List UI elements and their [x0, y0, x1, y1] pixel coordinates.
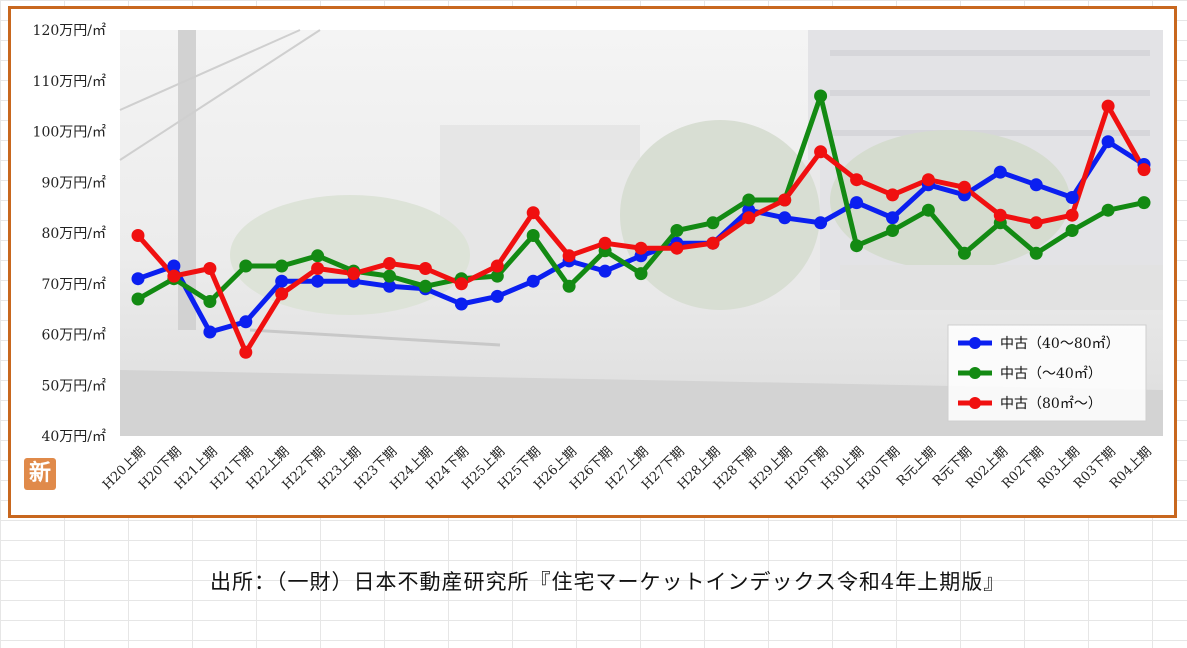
data-point: [311, 262, 325, 275]
data-point: [239, 345, 253, 359]
data-point: [1029, 246, 1043, 260]
x-axis: H20上期H20下期H21上期H21下期H22上期H22下期H23上期H23下期…: [100, 444, 1155, 493]
data-point: [886, 211, 899, 225]
data-point: [1101, 135, 1115, 149]
data-point: [634, 267, 648, 281]
series-layer: [131, 89, 1151, 359]
data-point: [1137, 196, 1151, 210]
data-point: [850, 196, 864, 210]
legend-label: 中古（40～80㎡）: [1000, 336, 1120, 352]
data-point: [778, 211, 792, 225]
data-point: [921, 173, 935, 187]
data-point: [1065, 208, 1079, 222]
legend-marker: [969, 367, 981, 379]
data-point: [383, 269, 396, 283]
data-point: [275, 287, 289, 301]
data-point: [526, 229, 540, 242]
data-point: [526, 206, 540, 220]
data-point: [490, 269, 504, 283]
data-point: [670, 224, 684, 237]
y-tick-label: 60万円/㎡: [41, 328, 106, 344]
legend-marker: [969, 397, 981, 409]
legend-label: 中古（80㎡～）: [1000, 396, 1102, 412]
new-badge-icon: 新: [24, 458, 56, 490]
data-point: [383, 279, 396, 293]
data-point: [454, 277, 468, 291]
data-point: [526, 274, 540, 288]
data-point: [1137, 163, 1151, 177]
data-point: [850, 173, 864, 187]
data-point: [670, 241, 684, 255]
data-point: [814, 145, 828, 159]
data-point: [706, 216, 720, 230]
data-point: [418, 262, 432, 275]
data-point: [131, 272, 145, 286]
data-point: [634, 241, 648, 255]
data-point: [1029, 178, 1043, 192]
y-tick-label: 40万円/㎡: [41, 429, 106, 445]
data-point: [1065, 191, 1079, 204]
data-point: [275, 259, 289, 273]
data-point: [814, 89, 828, 103]
data-point: [311, 274, 325, 288]
data-point: [598, 236, 612, 250]
data-point: [131, 229, 145, 242]
data-point: [239, 315, 253, 329]
source-citation: 出所：（一財）日本不動産研究所『住宅マーケットインデックス令和4年上期版』: [210, 570, 1006, 594]
data-point: [383, 257, 396, 270]
data-point: [490, 259, 504, 273]
y-tick-label: 90万円/㎡: [41, 175, 106, 191]
data-point: [311, 249, 325, 263]
data-point: [562, 249, 576, 263]
data-point: [203, 325, 217, 339]
data-point: [957, 180, 971, 194]
data-point: [1101, 99, 1115, 113]
data-point: [454, 297, 468, 311]
y-tick-label: 120万円/㎡: [33, 23, 106, 39]
data-point: [275, 274, 289, 288]
data-point: [1029, 216, 1043, 230]
x-tick-label: R元上期: [894, 444, 939, 489]
data-point: [167, 269, 181, 283]
data-point: [742, 211, 756, 225]
y-tick-label: 70万円/㎡: [41, 277, 106, 293]
data-point: [203, 262, 217, 275]
y-tick-label: 80万円/㎡: [41, 226, 106, 242]
data-point: [490, 289, 504, 303]
data-point: [706, 236, 720, 250]
data-point: [1101, 203, 1115, 217]
data-point: [239, 259, 253, 273]
data-point: [993, 165, 1007, 179]
legend-label: 中古（～40㎡）: [1000, 366, 1102, 382]
y-tick-label: 50万円/㎡: [41, 378, 106, 394]
y-tick-label: 100万円/㎡: [33, 125, 106, 141]
data-point: [921, 203, 935, 217]
data-point: [778, 193, 792, 207]
data-point: [957, 246, 971, 260]
data-point: [131, 292, 145, 306]
y-axis: 40万円/㎡ 50万円/㎡ 60万円/㎡ 70万円/㎡ 80万円/㎡ 90万円/㎡ 100万…: [33, 23, 106, 445]
data-point: [886, 188, 899, 202]
data-point: [203, 295, 217, 308]
data-point: [814, 216, 828, 230]
legend: 中古（40～80㎡） 中古（～40㎡） 中古（80㎡～）: [947, 324, 1147, 422]
data-point: [418, 279, 432, 293]
data-point: [347, 267, 361, 281]
data-point: [993, 208, 1007, 222]
legend-marker: [969, 337, 981, 349]
data-point: [1065, 224, 1079, 237]
data-point: [562, 279, 576, 293]
y-tick-label: 110万円/㎡: [33, 74, 106, 90]
data-point: [850, 239, 864, 253]
data-point: [598, 264, 612, 278]
data-point: [742, 193, 756, 207]
data-point: [886, 224, 899, 237]
data-point: [167, 259, 181, 273]
